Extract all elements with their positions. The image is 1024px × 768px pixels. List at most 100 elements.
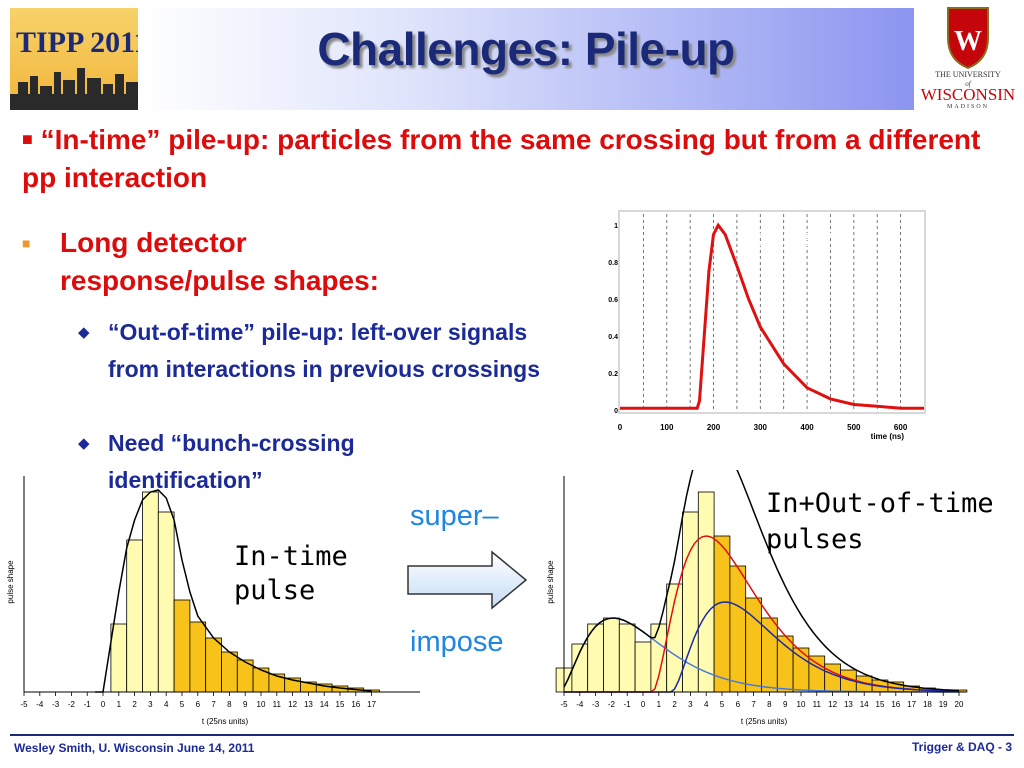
uw-line-4: MADISON [947, 104, 989, 110]
diamond-bullet-icon: ◆ [78, 435, 90, 452]
histogram-x-tick-label: 12 [288, 700, 297, 709]
in-time-label-line-1: In-time [234, 541, 348, 572]
sum-envelope-line [563, 470, 960, 692]
ecal-x-axis-label: time (ns) [871, 432, 905, 441]
in-time-histogram: -5 -4 -3 -2 -1 0 1 2 3 4 5 6 7 8 9 10 11 12 13 14 15 16 17 t (… [6, 476, 420, 726]
ecal-plot-area [620, 212, 924, 412]
in-time-label-line-2: pulse [234, 575, 316, 606]
histogram-x-tick-label: 20 [955, 700, 964, 709]
histogram-bar [110, 623, 128, 693]
superimpose-label-top: super– [410, 500, 499, 532]
footer-divider [10, 734, 1014, 736]
ecal-chart-title: CMS ECAL [754, 230, 846, 250]
histogram-bar [808, 655, 826, 693]
square-bullet-icon: ■ [22, 235, 31, 251]
left-x-axis-label: t (25ns units) [202, 717, 249, 726]
ecal-pulse-line [620, 222, 924, 410]
histogram-x-tick-label: 19 [939, 700, 948, 709]
footer-author: Wesley Smith, U. Wisconsin June 14, 2011 [14, 741, 255, 755]
square-bullet-icon: ■ [22, 129, 33, 149]
histogram-bar [205, 637, 222, 693]
histogram-bar [776, 635, 794, 693]
histogram-x-tick-label: -3 [52, 700, 60, 709]
ecal-y-tick-label: 0.6 [608, 297, 618, 304]
ecal-x-tick-label: 300 [754, 423, 768, 432]
footer-page-number: Trigger & DAQ - 3 [911, 740, 1012, 754]
histogram-x-tick-label: 10 [797, 700, 806, 709]
histogram-x-tick-label: 3 [148, 700, 153, 709]
right-arrow-icon [407, 550, 528, 610]
histogram-bar [650, 623, 668, 693]
histogram-x-tick-label: 5 [180, 700, 185, 709]
histogram-x-tick-label: 12 [828, 700, 837, 709]
tipp-2011-logo: TIPP 2011 [10, 8, 138, 110]
histogram-x-tick-label: 16 [351, 700, 360, 709]
histogram-x-tick-label: 4 [704, 700, 709, 709]
uw-madison-logo: W THE UNIVERSITY of WISCONSIN MADISON [914, 2, 1022, 110]
histogram-bar [729, 565, 747, 693]
ecal-y-tick-label: 0.2 [608, 371, 618, 378]
ecal-y-tick-label: 0.8 [608, 260, 618, 267]
in-out-of-time-histogram: -5 -4 -3 -2 -1 0 1 2 3 4 5 6 7 8 9 10 11 12 13 14 15 16 17 18 19… [546, 470, 968, 726]
uw-line-1: THE UNIVERSITY [935, 70, 1001, 79]
histogram-x-tick-label: -4 [576, 700, 584, 709]
histogram-x-tick-label: 17 [907, 700, 916, 709]
sub-bullet-out-of-time-text: “Out-of-time” pile-up: left-over signals… [108, 319, 540, 382]
histogram-bar [713, 535, 731, 693]
histogram-x-tick-label: 15 [336, 700, 345, 709]
slide-title: Challenges: Pile-up [317, 23, 735, 75]
histogram-x-tick-label: 14 [860, 700, 869, 709]
diamond-bullet-icon: ◆ [78, 324, 90, 341]
histogram-x-tick-label: 17 [367, 700, 376, 709]
ecal-x-tick-label: 600 [894, 423, 908, 432]
ecal-x-tick-label: 200 [707, 423, 721, 432]
histogram-x-tick-label: 11 [273, 700, 282, 709]
histogram-bar [824, 663, 841, 693]
histogram-x-tick-label: -1 [624, 700, 632, 709]
ecal-x-tick-label: 100 [660, 423, 674, 432]
histogram-x-tick-label: 8 [227, 700, 232, 709]
histogram-x-tick-label: -3 [592, 700, 600, 709]
histogram-x-tick-label: 9 [783, 700, 788, 709]
ecal-x-tick-label: 0 [618, 423, 623, 432]
histogram-bar [173, 599, 191, 693]
histogram-x-tick-label: -5 [560, 700, 568, 709]
histogram-x-tick-label: 15 [876, 700, 885, 709]
histogram-x-tick-label: 7 [211, 700, 216, 709]
ecal-y-tick-label: 0 [614, 408, 618, 415]
right-x-axis-label: t (25ns units) [741, 717, 788, 726]
bullet-long-response-text: Long detector response/pulse shapes: [60, 227, 380, 296]
histogram-bar [761, 617, 778, 693]
in-time-envelope-line [95, 489, 372, 693]
histogram-x-tick-label: 0 [101, 700, 106, 709]
histogram-x-tick-label: 1 [117, 700, 122, 709]
histogram-bar [634, 641, 652, 693]
sub-bullet-bx-id-text: Need “bunch-crossing identification” [108, 430, 355, 493]
svg-text:W: W [954, 26, 982, 57]
uw-line-3: WISCONSIN [921, 85, 1015, 104]
superimpose-label-bottom: impose [410, 626, 504, 658]
histogram-x-tick-label: -2 [68, 700, 76, 709]
histogram-x-tick-label: 4 [164, 700, 169, 709]
histogram-x-tick-label: -5 [20, 700, 28, 709]
bullet-in-time-pileup: ■ “In-time” pile-up: particles from the … [22, 120, 1012, 197]
histogram-x-tick-label: 3 [688, 700, 693, 709]
ecal-y-tick-label: 0.4 [608, 334, 618, 341]
histogram-bar [221, 651, 238, 693]
ecal-x-tick-label: 400 [800, 423, 814, 432]
histogram-bar [142, 491, 159, 693]
bullet-long-response: ■ Long detector response/pulse shapes: [22, 224, 542, 300]
histogram-x-tick-label: 1 [657, 700, 662, 709]
in-out-label-line-2: pulses [766, 524, 864, 555]
histogram-bar [126, 539, 143, 693]
ecal-x-tick-label: 500 [847, 423, 861, 432]
histogram-x-tick-label: 11 [813, 700, 822, 709]
histogram-x-tick-label: 2 [672, 700, 677, 709]
in-time-pulse-label: In-time pulse [234, 540, 348, 608]
histogram-x-tick-label: 7 [751, 700, 756, 709]
histogram-x-tick-label: 18 [923, 700, 932, 709]
histogram-bar [157, 511, 175, 693]
title-banner [138, 8, 914, 110]
ecal-pulse-chart: 0 100 200 300 400 500 600 0 0.2 0.4 0.6 0.8 1 CMS EC… [608, 210, 926, 441]
histogram-x-tick-label: 10 [257, 700, 266, 709]
